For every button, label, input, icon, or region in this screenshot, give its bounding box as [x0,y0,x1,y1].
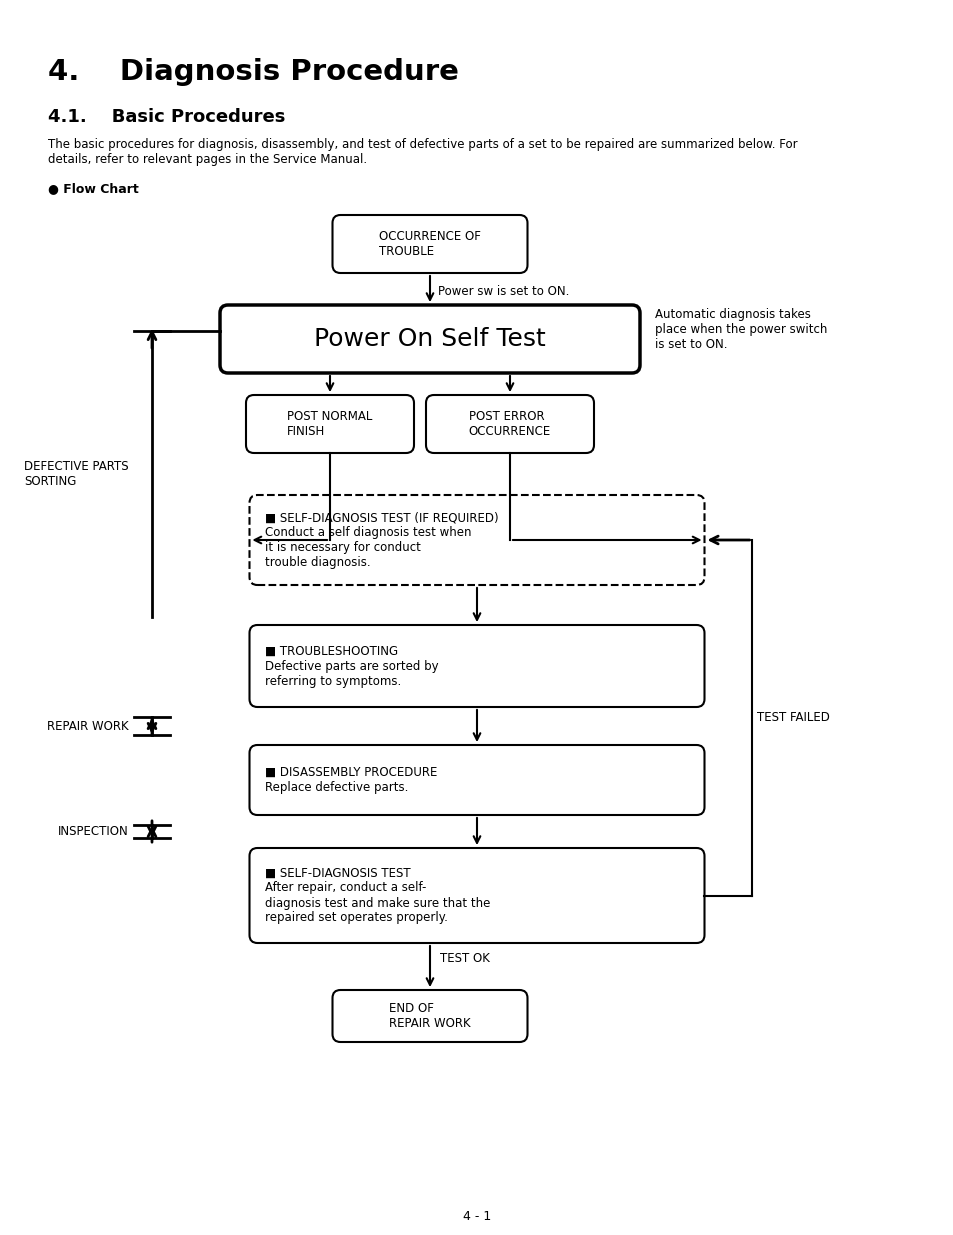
Text: 4 - 1: 4 - 1 [462,1210,491,1223]
FancyBboxPatch shape [250,495,703,585]
FancyBboxPatch shape [220,305,639,373]
Text: ■ SELF-DIAGNOSIS TEST
After repair, conduct a self-
diagnosis test and make sure: ■ SELF-DIAGNOSIS TEST After repair, cond… [265,867,491,925]
Text: ■ SELF-DIAGNOSIS TEST (IF REQUIRED)
Conduct a self diagnosis test when
it is nec: ■ SELF-DIAGNOSIS TEST (IF REQUIRED) Cond… [265,511,498,569]
FancyBboxPatch shape [250,745,703,815]
Text: POST NORMAL
FINISH: POST NORMAL FINISH [287,410,373,438]
Text: POST ERROR
OCCURRENCE: POST ERROR OCCURRENCE [468,410,551,438]
Text: 4.1.    Basic Procedures: 4.1. Basic Procedures [48,107,285,126]
FancyBboxPatch shape [333,215,527,273]
FancyBboxPatch shape [250,848,703,944]
Text: INSPECTION: INSPECTION [58,825,129,839]
Text: Automatic diagnosis takes
place when the power switch
is set to ON.: Automatic diagnosis takes place when the… [655,308,826,351]
Text: ● Flow Chart: ● Flow Chart [48,182,138,195]
FancyBboxPatch shape [246,395,414,453]
Text: TEST FAILED: TEST FAILED [757,711,829,724]
Text: details, refer to relevant pages in the Service Manual.: details, refer to relevant pages in the … [48,153,367,165]
Text: Power On Self Test: Power On Self Test [314,327,545,351]
FancyBboxPatch shape [426,395,594,453]
Text: END OF
REPAIR WORK: END OF REPAIR WORK [389,1002,471,1030]
Text: The basic procedures for diagnosis, disassembly, and test of defective parts of : The basic procedures for diagnosis, disa… [48,138,797,151]
Text: REPAIR WORK: REPAIR WORK [48,720,129,732]
Text: DEFECTIVE PARTS
SORTING: DEFECTIVE PARTS SORTING [25,459,129,488]
Text: OCCURRENCE OF
TROUBLE: OCCURRENCE OF TROUBLE [378,230,480,258]
Text: ■ TROUBLESHOOTING
Defective parts are sorted by
referring to symptoms.: ■ TROUBLESHOOTING Defective parts are so… [265,645,438,688]
Text: 4.    Diagnosis Procedure: 4. Diagnosis Procedure [48,58,458,86]
Text: ■ DISASSEMBLY PROCEDURE
Replace defective parts.: ■ DISASSEMBLY PROCEDURE Replace defectiv… [265,766,437,794]
Text: Power sw is set to ON.: Power sw is set to ON. [437,284,569,298]
Text: TEST OK: TEST OK [439,952,489,966]
FancyBboxPatch shape [250,625,703,706]
FancyBboxPatch shape [333,990,527,1042]
